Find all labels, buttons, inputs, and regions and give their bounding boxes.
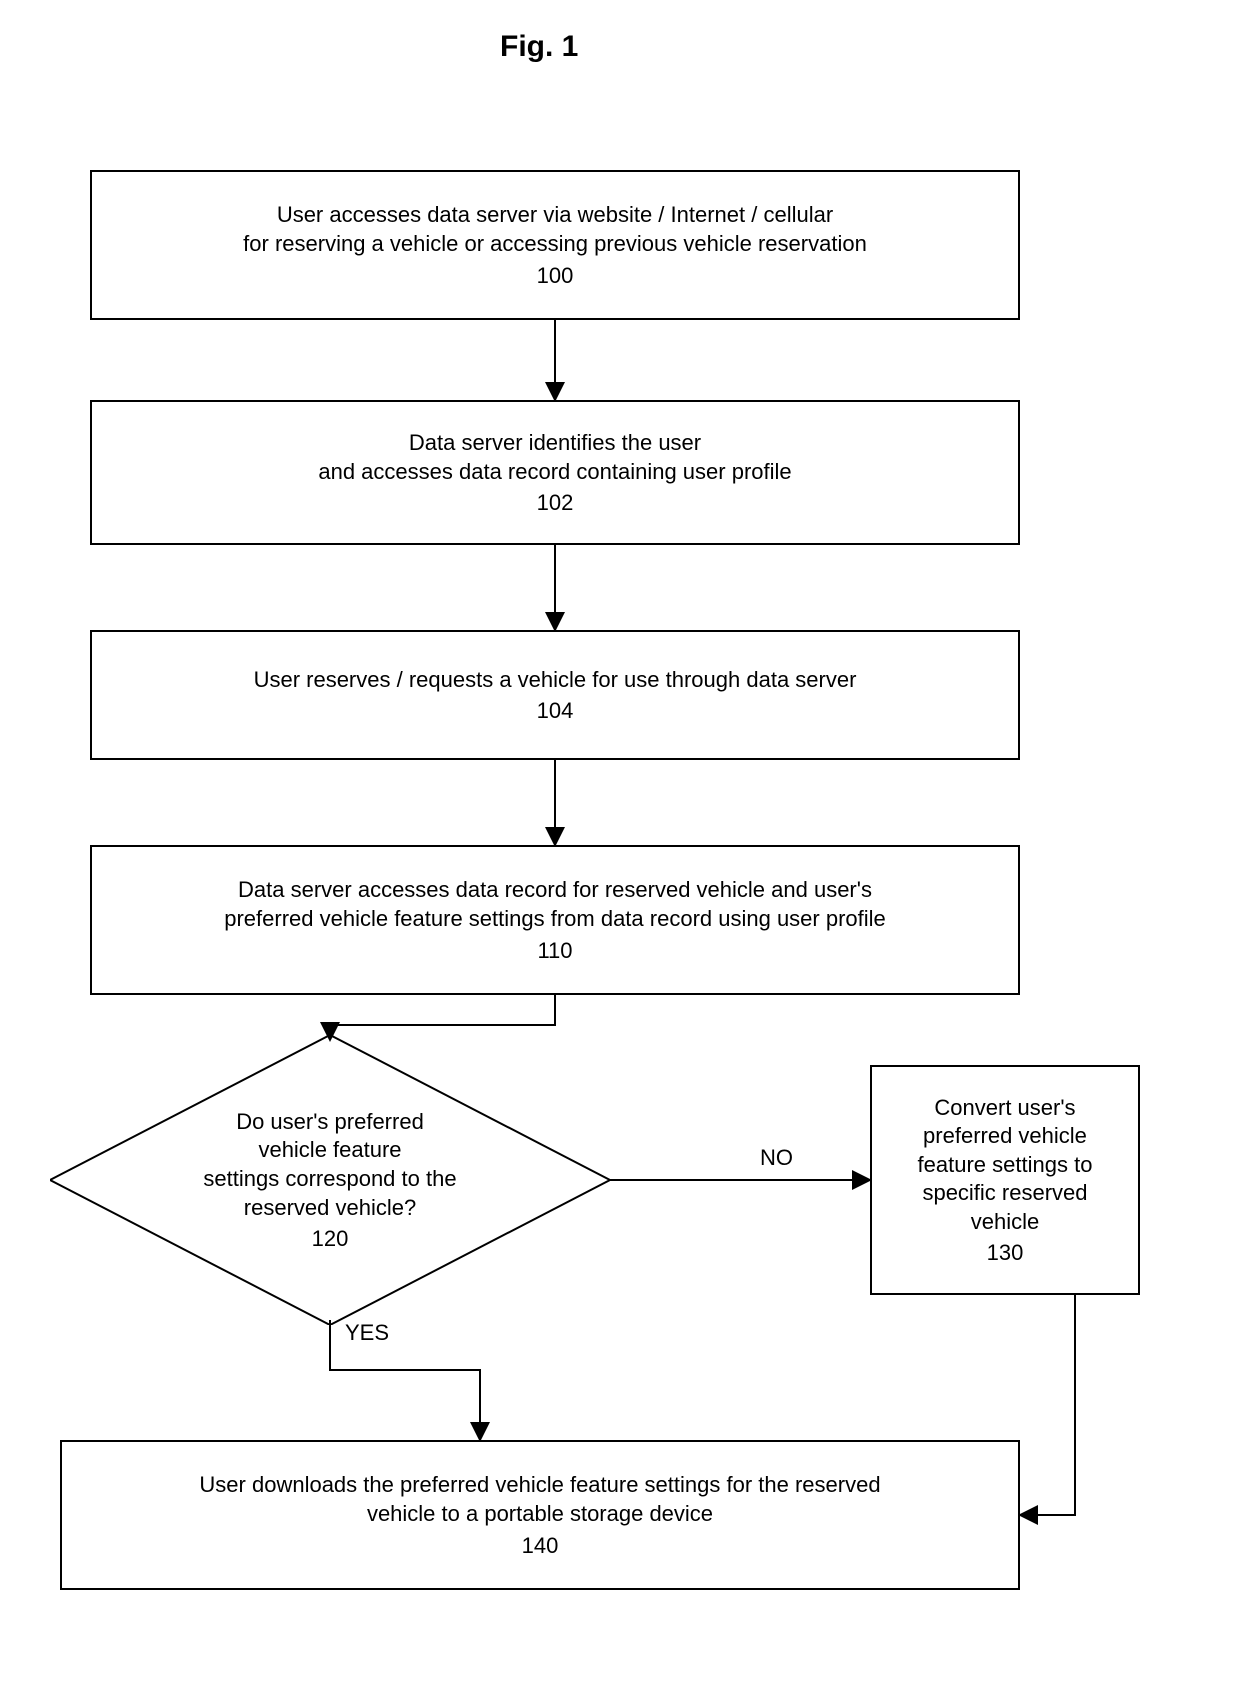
flowchart-node-140: User downloads the preferred vehicle fea…	[60, 1440, 1020, 1590]
flowchart-node-100: User accesses data server via website / …	[90, 170, 1020, 320]
node-text: Do user's preferredvehicle featuresettin…	[203, 1108, 456, 1222]
node-number: 102	[537, 490, 574, 516]
node-number: 120	[312, 1226, 349, 1252]
node-text: Convert user'spreferred vehiclefeature s…	[918, 1094, 1093, 1237]
flowchart-node-102: Data server identifies the userand acces…	[90, 400, 1020, 545]
node-text: User reserves / requests a vehicle for u…	[254, 666, 857, 695]
node-number: 104	[537, 698, 574, 724]
node-number: 110	[537, 938, 572, 964]
node-number: 140	[522, 1533, 559, 1559]
flowchart-node-104: User reserves / requests a vehicle for u…	[90, 630, 1020, 760]
edge-label-yes: YES	[345, 1320, 389, 1346]
node-text: Data server accesses data record for res…	[224, 876, 886, 933]
node-number: 130	[987, 1240, 1024, 1266]
figure-title: Fig. 1	[500, 30, 578, 64]
flowchart-decision-120: Do user's preferredvehicle featuresettin…	[50, 1035, 610, 1325]
edge-label-no: NO	[760, 1145, 793, 1171]
node-text: User accesses data server via website / …	[243, 201, 867, 258]
flowchart-node-130: Convert user'spreferred vehiclefeature s…	[870, 1065, 1140, 1295]
node-text: User downloads the preferred vehicle fea…	[199, 1471, 880, 1528]
flowchart-node-110: Data server accesses data record for res…	[90, 845, 1020, 995]
node-text: Data server identifies the userand acces…	[318, 429, 791, 486]
node-number: 100	[537, 263, 574, 289]
